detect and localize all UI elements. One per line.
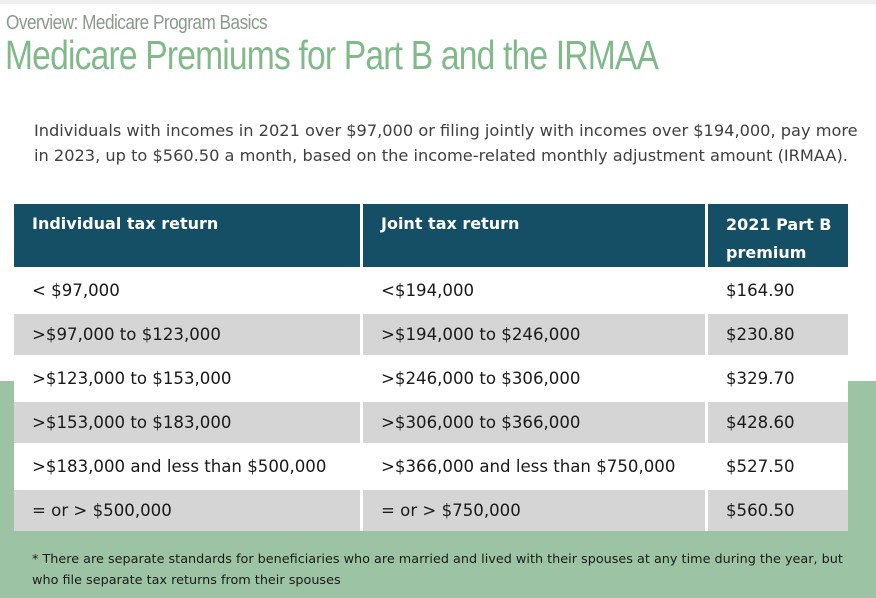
table-header-row: Individual tax return Joint tax return 2… <box>14 204 848 267</box>
header-premium: 2021 Part B premium <box>708 204 848 267</box>
cell-individual: >$153,000 to $183,000 <box>14 399 363 443</box>
cell-joint: >$246,000 to $306,000 <box>363 355 708 399</box>
section-eyebrow: Overview: Medicare Program Basics <box>6 12 268 34</box>
header-individual: Individual tax return <box>14 204 363 267</box>
top-border <box>0 0 876 4</box>
intro-paragraph: Individuals with incomes in 2021 over $9… <box>34 121 858 165</box>
cell-premium: $164.90 <box>708 267 848 311</box>
cell-joint: = or > $750,000 <box>363 487 708 531</box>
cell-individual: >$183,000 and less than $500,000 <box>14 443 363 487</box>
header-joint: Joint tax return <box>363 204 708 267</box>
cell-premium: $560.50 <box>708 487 848 531</box>
cell-individual: >$123,000 to $153,000 <box>14 355 363 399</box>
cell-joint: >$194,000 to $246,000 <box>363 311 708 355</box>
cell-joint: >$306,000 to $366,000 <box>363 399 708 443</box>
slide-title: Medicare Premiums for Part B and the IRM… <box>5 32 659 78</box>
cell-joint: >$366,000 and less than $750,000 <box>363 443 708 487</box>
table-row: < $97,000 <$194,000 $164.90 <box>14 267 848 311</box>
footnote: * There are separate standards for benef… <box>32 552 843 588</box>
table-row: = or > $500,000 = or > $750,000 $560.50 <box>14 487 848 531</box>
cell-joint: <$194,000 <box>363 267 708 311</box>
cell-premium: $428.60 <box>708 399 848 443</box>
cell-premium: $329.70 <box>708 355 848 399</box>
table-row: >$123,000 to $153,000 >$246,000 to $306,… <box>14 355 848 399</box>
table-row: >$153,000 to $183,000 >$306,000 to $366,… <box>14 399 848 443</box>
cell-premium: $527.50 <box>708 443 848 487</box>
cell-premium: $230.80 <box>708 311 848 355</box>
cell-individual: >$97,000 to $123,000 <box>14 311 363 355</box>
cell-individual: = or > $500,000 <box>14 487 363 531</box>
cell-individual: < $97,000 <box>14 267 363 311</box>
premium-table: Individual tax return Joint tax return 2… <box>14 204 848 531</box>
table-row: >$97,000 to $123,000 >$194,000 to $246,0… <box>14 311 848 355</box>
table-row: >$183,000 and less than $500,000 >$366,0… <box>14 443 848 487</box>
